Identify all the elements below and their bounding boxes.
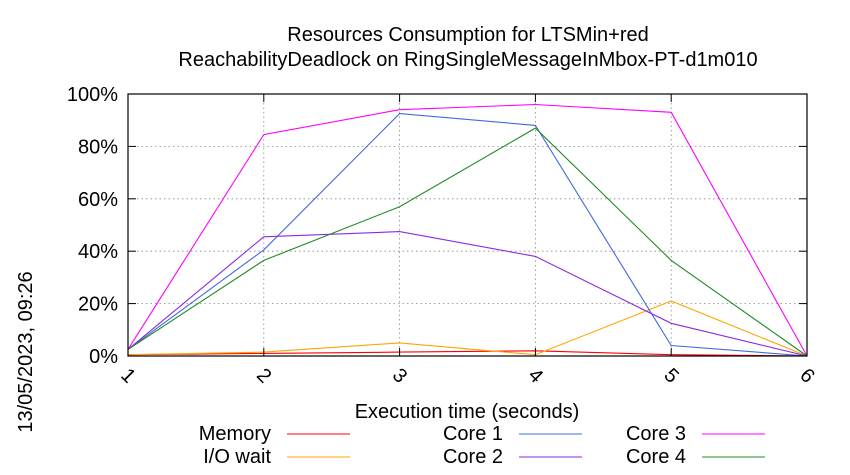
axis-ticks: 0% 20% 40% 60% 80% 100% 1 2 3 4 5 6 — [67, 84, 819, 388]
x-tick-label: 6 — [795, 364, 818, 387]
legend-label-core-3: Core 3 — [626, 423, 686, 445]
x-axis-label: Execution time (seconds) — [355, 401, 580, 423]
series-line-core-1 — [127, 113, 808, 357]
grid — [128, 94, 807, 356]
legend-label-core-4: Core 4 — [626, 446, 686, 468]
plot-frame — [127, 93, 808, 357]
legend-label-core-1: Core 1 — [443, 423, 503, 445]
chart-title-line-2: ReachabilityDeadlock on RingSingleMessag… — [178, 49, 757, 71]
x-tick-label: 2 — [252, 364, 275, 387]
x-tick-label: 3 — [388, 364, 411, 387]
legend-label-i-o-wait: I/O wait — [203, 446, 271, 468]
y-tick-label: 40% — [78, 241, 118, 263]
x-tick-label: 4 — [524, 364, 547, 387]
series-line-core-4 — [127, 127, 808, 357]
x-tick-label: 1 — [116, 364, 139, 387]
x-tick-label: 5 — [659, 364, 682, 387]
timestamp-label: 13/05/2023, 09:26 — [15, 271, 37, 432]
y-tick-label: 0% — [89, 346, 118, 368]
legend-label-memory: Memory — [199, 423, 271, 445]
y-tick-label: 60% — [78, 189, 118, 211]
chart-title-line-1: Resources Consumption for LTSMin+red — [287, 24, 648, 46]
series-lines — [127, 103, 808, 357]
series-line-memory — [127, 350, 808, 357]
series-line-core-3 — [127, 103, 808, 357]
y-tick-label: 80% — [78, 136, 118, 158]
series-line-i-o-wait — [127, 300, 808, 357]
series-line-core-2 — [127, 231, 808, 357]
y-tick-label: 20% — [78, 294, 118, 316]
y-tick-label: 100% — [67, 84, 118, 106]
legend-label-core-2: Core 2 — [443, 446, 503, 468]
